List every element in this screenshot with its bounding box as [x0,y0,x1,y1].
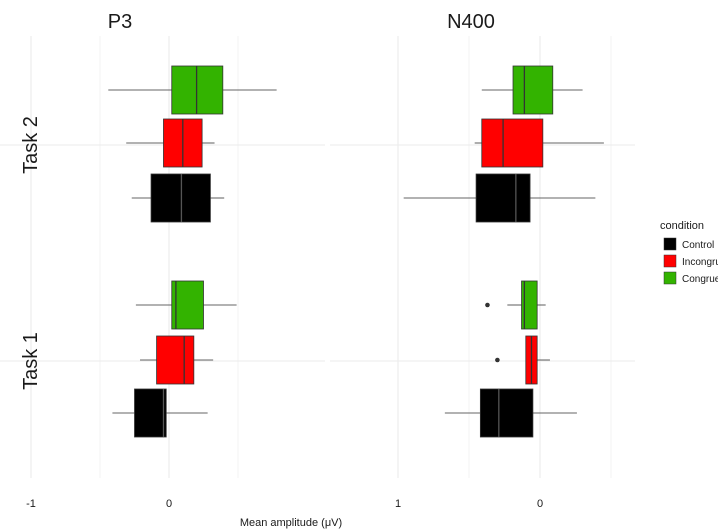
box-n400-task-1-incongruent-outlier-0 [495,357,500,363]
box-n400-task-1-control-iqr [479,388,534,438]
box-p3-task-1-congruent-iqr [171,280,204,330]
box-n400-task-2-control-iqr [475,173,531,223]
box-p3-task-2-congruent [108,65,277,115]
legend-title: condition [660,220,704,232]
box-n400-task-2-congruent-iqr [512,65,554,115]
legend-key-incongruent [663,254,677,268]
box-n400-task-2-incongruent-iqr [481,118,544,168]
box-n400-task-2-congruent [481,65,583,115]
tick-p3-neg1: -1 [26,498,36,510]
legend-key-congruent [663,271,677,285]
tick-n400-1: 1 [395,498,401,510]
box-n400-task-2-control [403,173,596,223]
box-n400-task-1-control [444,388,577,438]
panel-title-p3: P3 [108,11,132,33]
box-p3-task-1-incongruent-iqr [156,335,195,385]
box-p3-task-1-control [112,388,208,438]
box-p3-task-2-control-iqr [150,173,211,223]
box-p3-task-2-incongruent [126,118,215,168]
legend-label-control: Control [682,240,714,251]
tick-n400-0: 0 [537,498,543,510]
x-axis-title: Mean amplitude (μV) [240,517,342,529]
box-p3-task-1-congruent [135,280,237,330]
legend-key-control [663,237,677,251]
facet-label-task1: Task 1 [20,332,42,390]
box-n400-task-1-incongruent [495,335,550,385]
legend-label-congruent: Congruent [682,274,718,285]
box-p3-task-1-incongruent [140,335,214,385]
tick-p3-0: 0 [166,498,172,510]
legend: condition Control Incongruent Congruent [660,220,718,285]
box-p3-task-2-control [131,173,225,223]
box-p3-task-2-congruent-iqr [171,65,224,115]
facet-label-task2: Task 2 [20,116,42,174]
box-n400-task-1-congruent-iqr [521,280,538,330]
legend-label-incongruent: Incongruent [682,257,718,268]
box-n400-task-2-incongruent [474,118,604,168]
box-layer [108,65,604,438]
panel-title-n400: N400 [447,11,495,33]
box-p3-task-1-control-iqr [134,388,167,438]
box-n400-task-1-congruent [485,280,546,330]
box-n400-task-1-congruent-outlier-0 [485,302,490,308]
